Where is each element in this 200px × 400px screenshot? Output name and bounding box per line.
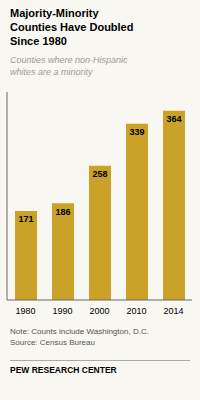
svg-text:2000: 2000 — [89, 306, 109, 316]
svg-text:1980: 1980 — [15, 306, 35, 316]
svg-text:258: 258 — [92, 169, 107, 179]
svg-text:2014: 2014 — [163, 306, 183, 316]
html-text:Majority-Minority Counties Hav: Majority-Minority Counties Have Doubled … — [10, 7, 134, 47]
svg-text:364: 364 — [166, 114, 181, 124]
svg-text:339: 339 — [129, 127, 144, 137]
html-text:Counties where non-Hispanic wh: Counties where non-Hispanic whites are a… — [10, 55, 128, 77]
svg-text:1990: 1990 — [52, 306, 72, 316]
html-text:PEW RESEARCH CENTER: PEW RESEARCH CENTER — [10, 365, 117, 375]
svg-text:186: 186 — [55, 207, 70, 217]
svg-text:2010: 2010 — [126, 306, 146, 316]
svg-text:171: 171 — [18, 214, 33, 224]
html-text:Note: Counts include Washingto: Note: Counts include Washington, D.C. So… — [10, 327, 149, 347]
